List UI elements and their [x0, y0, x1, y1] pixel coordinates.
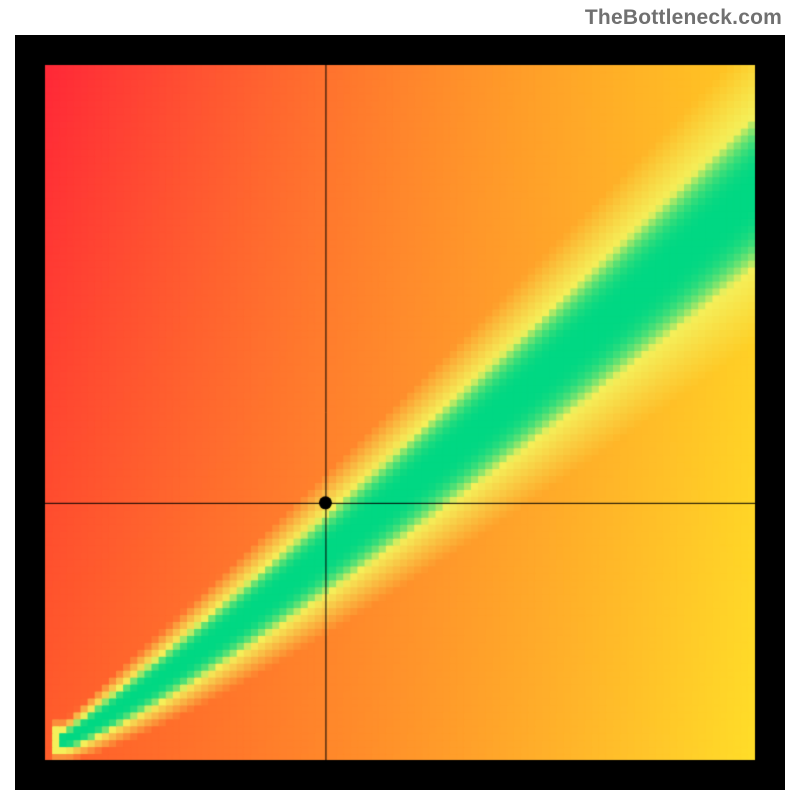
watermark-text: TheBottleneck.com: [585, 6, 782, 30]
bottleneck-heatmap-chart: [15, 35, 785, 790]
